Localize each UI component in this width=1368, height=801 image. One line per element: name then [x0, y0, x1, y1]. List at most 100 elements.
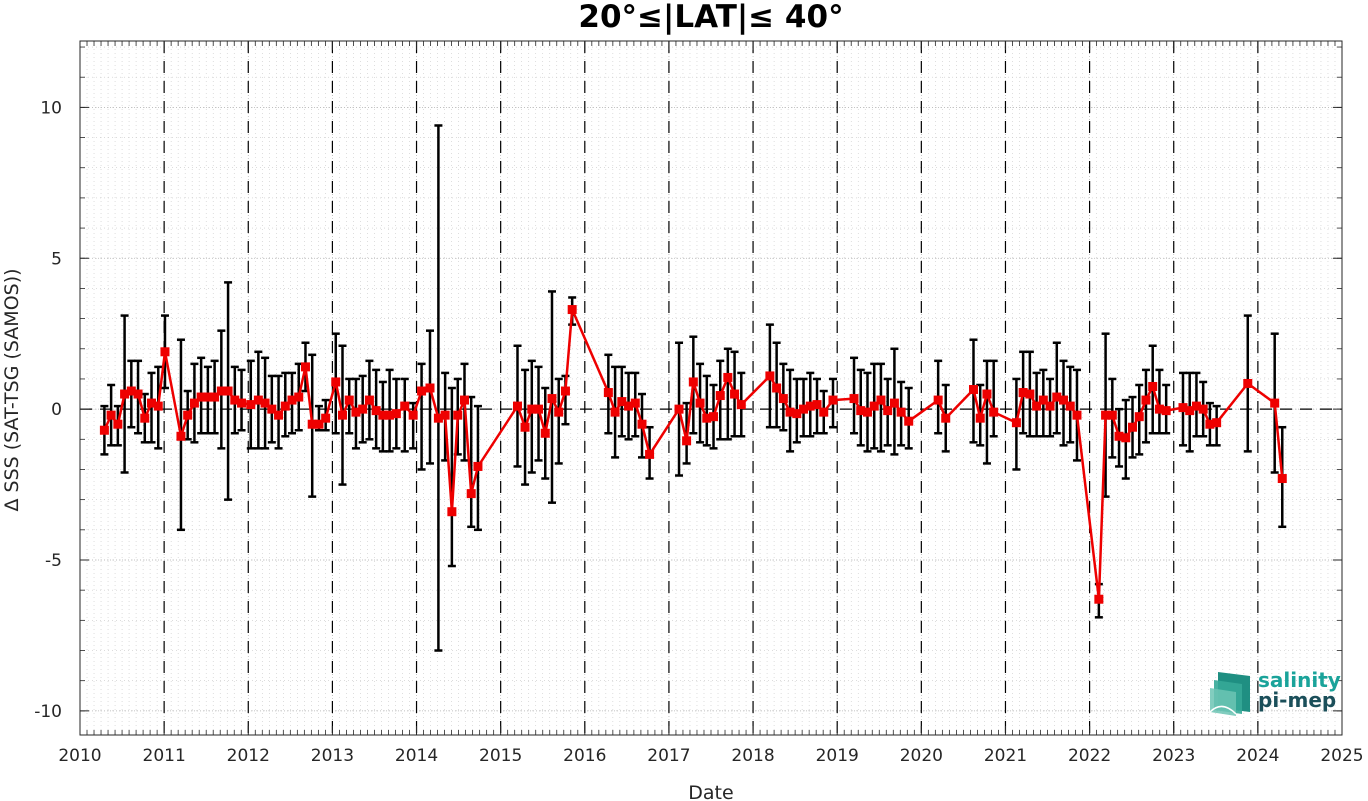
- data-point: [674, 404, 684, 414]
- x-tick-label: 2018: [731, 746, 774, 766]
- x-tick-label: 2024: [1236, 746, 1279, 766]
- data-point: [715, 391, 725, 401]
- data-point: [876, 395, 886, 405]
- data-point: [688, 377, 698, 387]
- data-point: [1045, 401, 1055, 411]
- x-tick-label: 2013: [311, 746, 354, 766]
- data-point: [982, 389, 992, 399]
- series-markers: [99, 305, 1287, 604]
- data-point: [321, 413, 331, 423]
- x-tick-label: 2012: [227, 746, 270, 766]
- y-axis-title: Δ SSS (SAT-TSG (SAMOS)): [1, 268, 23, 511]
- data-point: [792, 409, 802, 419]
- data-point: [933, 395, 943, 405]
- y-tick-label: -5: [45, 551, 62, 571]
- data-point: [314, 419, 324, 429]
- data-point: [883, 406, 893, 416]
- x-axis-title: Date: [688, 782, 733, 801]
- x-tick-label: 2025: [1320, 746, 1363, 766]
- data-point: [1198, 404, 1208, 414]
- data-point: [425, 383, 435, 393]
- data-point: [1128, 422, 1138, 432]
- data-point: [736, 400, 746, 410]
- data-point: [237, 398, 247, 408]
- x-tick-label: 2010: [58, 746, 101, 766]
- data-point: [862, 407, 872, 417]
- salinity-pi-mep-logo: salinity pi-mep: [1209, 668, 1341, 716]
- data-point: [723, 372, 733, 382]
- data-point: [400, 401, 410, 411]
- y-tick-labels: -10 -5 0 5 10: [34, 98, 62, 721]
- data-point: [534, 404, 544, 414]
- data-point: [371, 406, 381, 416]
- data-point: [1185, 406, 1195, 416]
- data-point: [466, 489, 476, 499]
- data-point: [99, 425, 109, 435]
- data-point: [567, 305, 577, 315]
- data-point: [267, 404, 277, 414]
- data-point: [1134, 412, 1144, 422]
- data-point: [1072, 410, 1082, 420]
- x-tick-label: 2022: [1068, 746, 1111, 766]
- data-point: [331, 377, 341, 387]
- data-point: [828, 395, 838, 405]
- data-point: [989, 407, 999, 417]
- data-point: [473, 461, 483, 471]
- data-point: [223, 386, 233, 396]
- data-point: [1038, 395, 1048, 405]
- logo-line1: salinity: [1258, 668, 1341, 692]
- data-point: [176, 431, 186, 441]
- data-point: [765, 371, 775, 381]
- data-point: [113, 419, 123, 429]
- x-tick-label: 2011: [143, 746, 186, 766]
- data-point: [812, 400, 822, 410]
- logo-line2: pi-mep: [1258, 688, 1336, 712]
- data-point: [896, 407, 906, 417]
- data-point: [637, 419, 647, 429]
- data-point: [610, 407, 620, 417]
- x-tick-label: 2019: [816, 746, 859, 766]
- x-tick-labels: 2010 2011 2012 2013 2014 2015 2016 2017 2018 2019…: [58, 746, 1363, 766]
- data-point: [975, 413, 985, 423]
- data-point: [210, 392, 220, 402]
- data-point: [280, 401, 290, 411]
- x-tick-label: 2015: [479, 746, 522, 766]
- data-point: [453, 410, 463, 420]
- data-point: [440, 410, 450, 420]
- data-point: [189, 398, 199, 408]
- data-point: [344, 395, 354, 405]
- data-point: [408, 410, 418, 420]
- x-tick-label: 2014: [395, 746, 438, 766]
- data-point: [260, 398, 270, 408]
- data-point: [1161, 406, 1171, 416]
- plot-background: [80, 41, 1342, 735]
- axis-ticks: [79, 41, 1343, 735]
- data-point: [1243, 378, 1253, 388]
- data-point: [730, 389, 740, 399]
- data-point: [603, 388, 613, 398]
- data-point: [941, 413, 951, 423]
- data-point: [1270, 398, 1280, 408]
- data-point: [358, 404, 368, 414]
- data-point: [160, 347, 170, 357]
- data-point: [617, 397, 627, 407]
- data-point: [772, 383, 782, 393]
- data-point: [560, 386, 570, 396]
- data-point: [512, 401, 522, 411]
- data-point: [849, 394, 859, 404]
- data-point: [682, 436, 692, 446]
- data-point: [630, 398, 640, 408]
- data-point: [300, 362, 310, 372]
- chart-title: 20°≤|LAT|≤ 40°: [578, 0, 843, 35]
- data-point: [246, 400, 256, 410]
- data-point: [1032, 401, 1042, 411]
- data-point: [153, 401, 163, 411]
- data-point: [1277, 474, 1287, 484]
- x-tick-label: 2020: [900, 746, 943, 766]
- data-point: [540, 428, 550, 438]
- data-point: [417, 386, 427, 396]
- data-point: [364, 395, 374, 405]
- y-tick-label: 5: [51, 249, 62, 269]
- data-point: [904, 416, 914, 426]
- x-tick-label: 2023: [1152, 746, 1195, 766]
